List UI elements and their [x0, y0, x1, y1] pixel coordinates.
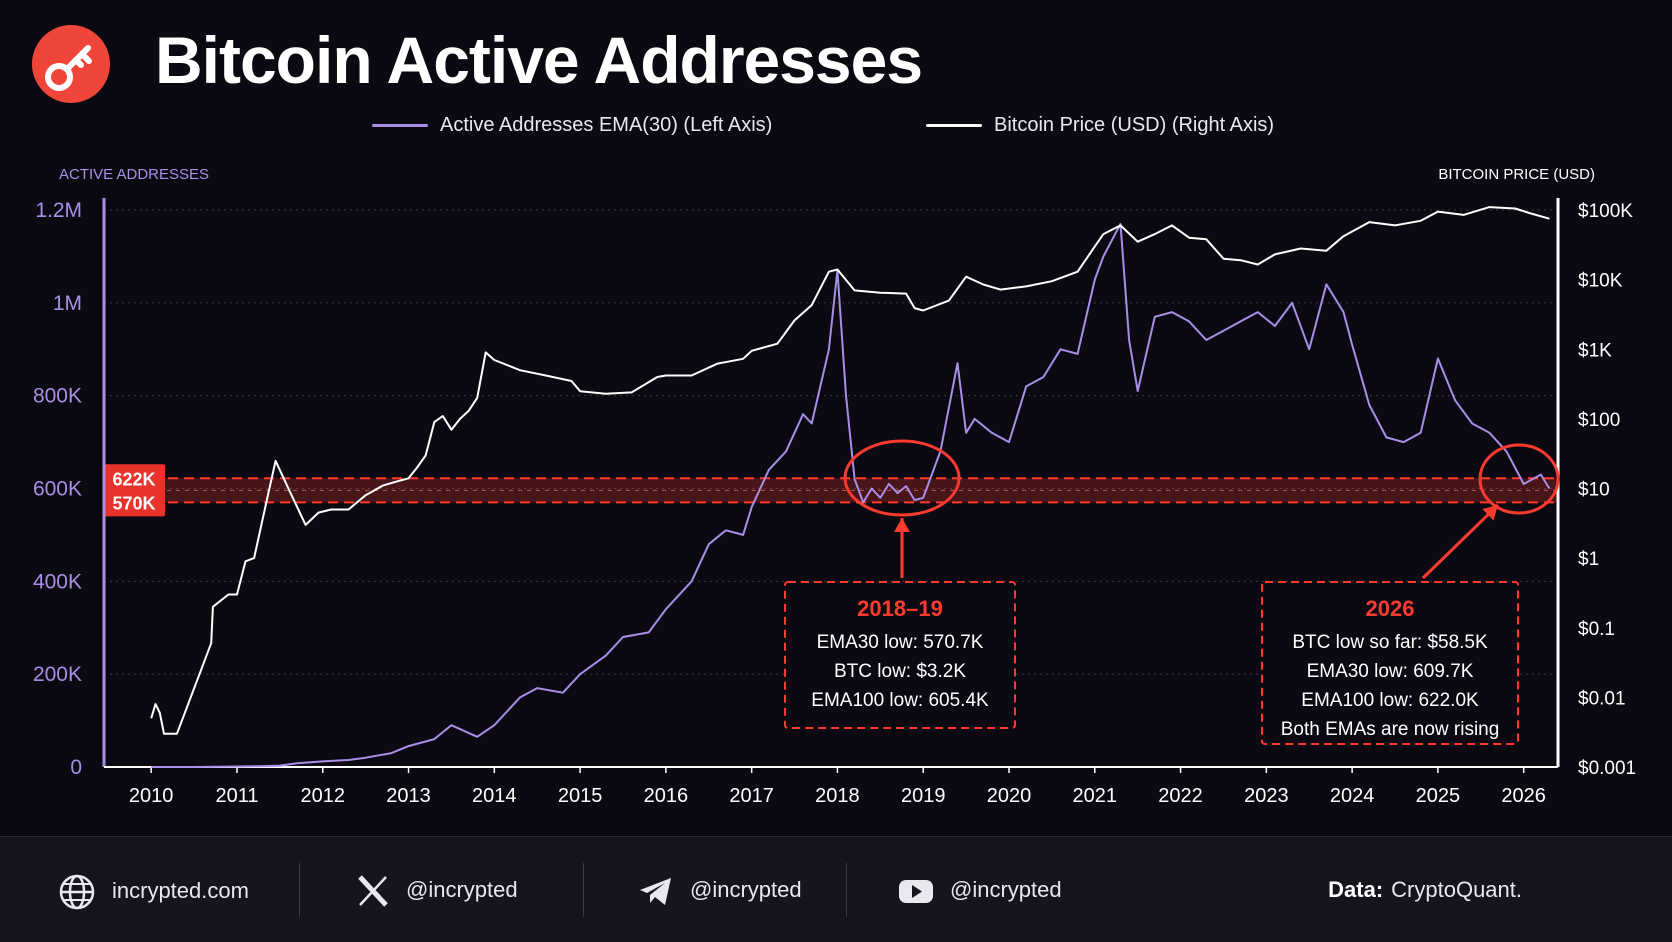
- data-source-name: CryptoQuant.: [1391, 877, 1522, 902]
- annotation-title: 2026: [1366, 596, 1415, 621]
- x-tick-label: 2023: [1244, 785, 1289, 807]
- x-tick-label: 2022: [1158, 785, 1203, 807]
- x-tick-label: 2012: [300, 785, 345, 807]
- annotation-arrow: [1421, 503, 1500, 580]
- x-tick-label: 2013: [386, 785, 431, 807]
- footer-divider: [299, 863, 300, 917]
- footer-telegram-label: @incrypted: [690, 877, 802, 902]
- right-tick-label: $1K: [1578, 340, 1612, 361]
- legend-price: Bitcoin Price (USD) (Right Axis): [926, 114, 1274, 144]
- youtube-icon: [899, 880, 933, 904]
- annotation-arrowhead: [894, 518, 910, 532]
- annotation-line: Both EMAs are now rising: [1281, 719, 1500, 740]
- right-tick-label: $0.001: [1578, 758, 1636, 779]
- band-upper-label: 622K: [112, 469, 155, 489]
- legend-price-label: Bitcoin Price (USD) (Right Axis): [994, 114, 1275, 136]
- annotation-circle: [1478, 443, 1560, 515]
- x-tick-label: 2011: [215, 785, 258, 807]
- right-tick-label: $100K: [1578, 201, 1633, 222]
- right-tick-label: $100: [1578, 410, 1620, 431]
- globe-icon: [59, 874, 95, 910]
- footer-youtube[interactable]: @incrypted: [898, 873, 1062, 907]
- footer-telegram[interactable]: @incrypted: [638, 873, 802, 907]
- support-band: [104, 478, 1558, 503]
- right-tick-label: $10: [1578, 480, 1610, 501]
- right-tick-label: $1: [1578, 549, 1599, 570]
- x-tick-label: 2020: [987, 785, 1032, 807]
- left-tick-label: 400K: [33, 570, 82, 593]
- left-axis-title: ACTIVE ADDRESSES: [59, 166, 209, 183]
- x-tick-label: 2017: [729, 785, 774, 807]
- x-tick-label: 2010: [129, 785, 174, 807]
- left-tick-label: 1M: [53, 292, 82, 315]
- x-tick-label: 2016: [644, 785, 689, 807]
- right-tick-label: $10K: [1578, 271, 1623, 292]
- footer-youtube-label: @incrypted: [950, 877, 1062, 902]
- x-tick-label: 2015: [558, 785, 603, 807]
- footer-x-label: @incrypted: [406, 877, 518, 902]
- footer: incrypted.com @incrypted @incrypted @inc…: [0, 836, 1672, 942]
- left-tick-label: 1.2M: [35, 199, 82, 222]
- annotation-line: EMA100 low: 605.4K: [811, 690, 989, 711]
- band-lower-label: 570K: [112, 493, 155, 513]
- left-tick-label: 0: [70, 756, 82, 779]
- band-lower-tag: [103, 488, 165, 517]
- right-axis-title: BITCOIN PRICE (USD): [1438, 166, 1595, 183]
- footer-divider: [583, 863, 584, 917]
- chart: 622K 570K ACTIVE ADDRESSES BITCOIN PRICE (U…: [33, 166, 1636, 807]
- annotation-line: BTC low so far: $58.5K: [1292, 632, 1488, 653]
- left-tick-label: 800K: [33, 385, 82, 408]
- legend-ema-label: Active Addresses EMA(30) (Left Axis): [440, 114, 773, 136]
- data-source-label: Data:: [1328, 877, 1384, 902]
- brand-logo: [32, 25, 110, 103]
- right-tick-label: $0.01: [1578, 688, 1626, 709]
- btc-price-series-line: [150, 206, 1550, 735]
- x-tick-label: 2018: [815, 785, 860, 807]
- footer-website-label: incrypted.com: [112, 877, 249, 903]
- annotation-box: [1261, 581, 1519, 745]
- footer-divider: [846, 863, 847, 917]
- annotation-title: 2018–19: [857, 596, 943, 621]
- footer-website[interactable]: incrypted.com: [58, 873, 249, 910]
- band-upper-tag: [103, 464, 165, 493]
- left-tick-label: 600K: [33, 478, 82, 501]
- legend-ema-swatch: [372, 124, 428, 128]
- ema30-series-line: [151, 222, 1551, 768]
- annotation-line: EMA100 low: 622.0K: [1301, 690, 1479, 711]
- key-icon: [45, 45, 92, 91]
- x-tick-label: 2026: [1501, 785, 1546, 807]
- legend-ema: Active Addresses EMA(30) (Left Axis): [372, 114, 772, 144]
- page-title: Bitcoin Active Addresses: [155, 23, 923, 97]
- annotation-arrowhead: [1482, 505, 1498, 521]
- annotation-line: EMA30 low: 570.7K: [817, 632, 984, 653]
- x-tick-label: 2025: [1416, 785, 1461, 807]
- x-tick-label: 2024: [1330, 785, 1375, 807]
- x-tick-label: 2019: [901, 785, 946, 807]
- telegram-icon: [640, 878, 671, 906]
- left-tick-label: 200K: [33, 663, 82, 686]
- annotation-line: EMA30 low: 609.7K: [1307, 661, 1474, 682]
- footer-x[interactable]: @incrypted: [356, 873, 518, 907]
- header: Bitcoin Active Addresses Active Addresse…: [0, 0, 1672, 140]
- right-tick-label: $0.1: [1578, 619, 1615, 640]
- annotation-box: [784, 581, 1016, 729]
- annotation-circle: [843, 439, 961, 517]
- legend-price-swatch: [926, 124, 982, 128]
- data-source: Data: CryptoQuant.: [1328, 873, 1522, 907]
- x-tick-label: 2021: [1073, 785, 1118, 807]
- annotation-line: BTC low: $3.2K: [834, 661, 966, 682]
- x-logo-icon: [358, 875, 388, 907]
- x-tick-label: 2014: [472, 785, 517, 807]
